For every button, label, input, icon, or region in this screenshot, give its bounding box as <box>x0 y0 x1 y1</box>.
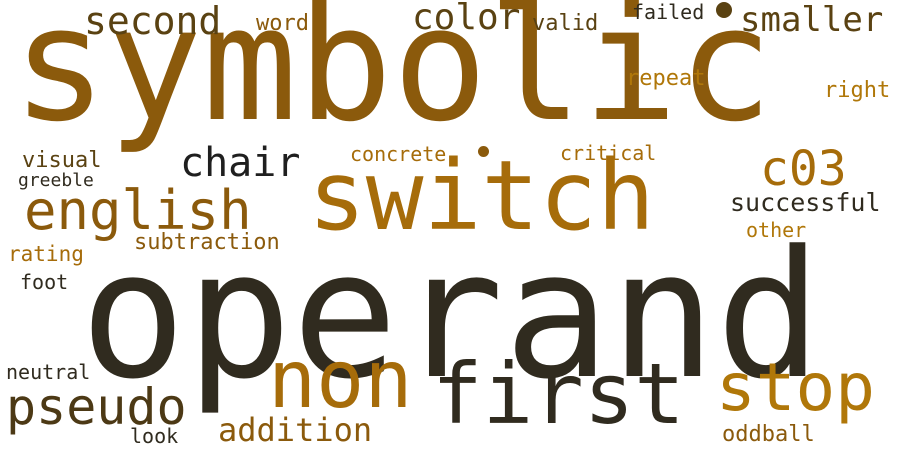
word-chair: chair <box>180 140 301 186</box>
word-valid: valid <box>532 11 599 36</box>
word-neutral: neutral <box>6 360 91 384</box>
word-visual: visual <box>22 148 102 173</box>
word-other: other <box>746 218 807 242</box>
word-non: non <box>268 333 413 426</box>
word-english: english <box>24 179 252 242</box>
word-symbolic: symbolic <box>12 0 773 157</box>
word-repeat: repeat <box>626 66 706 91</box>
dot-mark <box>478 146 489 157</box>
word-oddball: oddball <box>722 422 815 447</box>
word-operand: operand <box>80 213 822 418</box>
word-greeble: greeble <box>18 170 94 191</box>
word-rating: rating <box>8 242 84 266</box>
word-color: color <box>412 0 521 38</box>
word-critical: critical <box>560 141 657 165</box>
word-pseudo: pseudo <box>6 378 187 436</box>
word-addition: addition <box>218 411 373 449</box>
word-foot: foot <box>20 270 69 294</box>
word-word: word <box>256 11 309 36</box>
word-first: first <box>432 345 685 443</box>
word-successful: successful <box>730 188 881 217</box>
word-concrete: concrete <box>350 142 447 166</box>
word-stop: stop <box>716 349 875 426</box>
word-switch: switch <box>308 140 655 252</box>
word-second: second <box>84 0 222 43</box>
dot-mark <box>716 2 732 18</box>
word-subtraction: subtraction <box>134 230 280 255</box>
word-right: right <box>824 78 891 103</box>
word-look: look <box>130 424 179 448</box>
word-failed: failed <box>632 0 705 24</box>
word-smaller: smaller <box>740 0 884 40</box>
word-c03: c03 <box>760 141 847 197</box>
